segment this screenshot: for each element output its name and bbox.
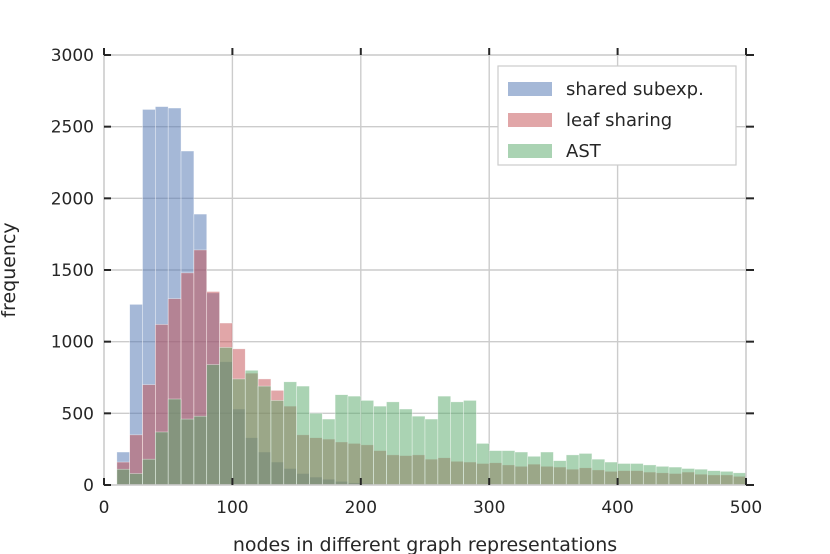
bar-ast <box>527 456 541 486</box>
bar-ast <box>257 385 272 486</box>
bar-ast <box>617 463 631 486</box>
bar-ast <box>437 395 451 486</box>
bar-ast <box>707 470 721 486</box>
bar-ast <box>347 395 362 486</box>
bar-ast <box>681 468 695 486</box>
y-tick-label: 2500 <box>51 118 94 138</box>
bar-ast <box>540 451 554 486</box>
y-tick-label: 500 <box>62 404 94 424</box>
y-tick-label: 1000 <box>51 333 94 353</box>
bar-ast <box>694 468 708 486</box>
bar-ast <box>155 431 169 486</box>
bar-ast <box>309 413 323 486</box>
x-tick-label: 0 <box>99 498 110 518</box>
bar-ast <box>565 454 580 486</box>
bar-ast <box>732 472 747 486</box>
bar-ast <box>334 394 349 486</box>
bar-ast <box>450 401 464 486</box>
x-tick-label: 500 <box>730 498 762 518</box>
bar-ast <box>720 471 734 486</box>
bars <box>116 106 747 486</box>
y-tick-label: 3000 <box>51 46 94 66</box>
bar-ast <box>321 418 336 486</box>
bar-ast <box>591 458 606 486</box>
bar-ast <box>206 364 220 486</box>
bar-ast <box>514 451 529 486</box>
y-tick-label: 2000 <box>51 189 94 209</box>
bar-ast <box>578 453 593 486</box>
bar-ast <box>604 461 618 486</box>
y-tick-label: 1500 <box>51 261 94 281</box>
bar-ast <box>129 473 143 486</box>
bar-ast <box>488 450 503 486</box>
legend-label-leaf-sharing: leaf sharing <box>566 110 672 131</box>
bar-ast <box>411 415 426 486</box>
bar-ast <box>399 408 413 486</box>
bar-ast <box>270 400 285 486</box>
bar-ast <box>296 385 310 486</box>
bar-ast <box>655 466 670 486</box>
legend-label-shared-subexp: shared subexp. <box>566 79 704 100</box>
bar-ast <box>244 370 259 486</box>
bar-ast <box>193 415 208 486</box>
bar-ast <box>476 443 490 486</box>
legend-swatch-shared-subexp <box>508 82 552 96</box>
legend-label-ast: AST <box>566 141 602 162</box>
axis-ticks: 0 100 200 300 400 500 0 500 1000 1500 2000 2500 3000 <box>51 46 762 518</box>
bar-ast <box>553 460 567 486</box>
bar-ast <box>463 400 477 486</box>
bar-ast <box>386 401 400 486</box>
x-axis-label: nodes in different graph representations <box>233 534 617 554</box>
bar-ast <box>180 418 195 486</box>
bar-ast <box>232 378 246 486</box>
legend-swatch-leaf-sharing <box>508 113 552 127</box>
bar-ast <box>142 458 156 486</box>
y-axis-label: frequency <box>0 222 20 317</box>
bar-ast <box>501 450 516 486</box>
x-tick-label: 200 <box>345 498 377 518</box>
x-tick-label: 300 <box>473 498 505 518</box>
bar-ast <box>167 398 182 486</box>
bar-ast <box>360 400 374 486</box>
bar-ast <box>373 405 387 486</box>
bar-ast <box>668 466 683 486</box>
legend-swatch-ast <box>508 144 552 158</box>
x-tick-label: 400 <box>601 498 633 518</box>
y-tick-label: 0 <box>83 476 94 496</box>
bar-ast <box>283 381 297 486</box>
bar-ast <box>219 347 233 486</box>
x-tick-label: 100 <box>216 498 248 518</box>
bar-ast <box>630 463 644 486</box>
bar-ast <box>116 468 130 486</box>
bar-ast <box>424 418 439 486</box>
legend: shared subexp. leaf sharing AST <box>497 65 737 166</box>
bar-ast <box>642 464 657 486</box>
